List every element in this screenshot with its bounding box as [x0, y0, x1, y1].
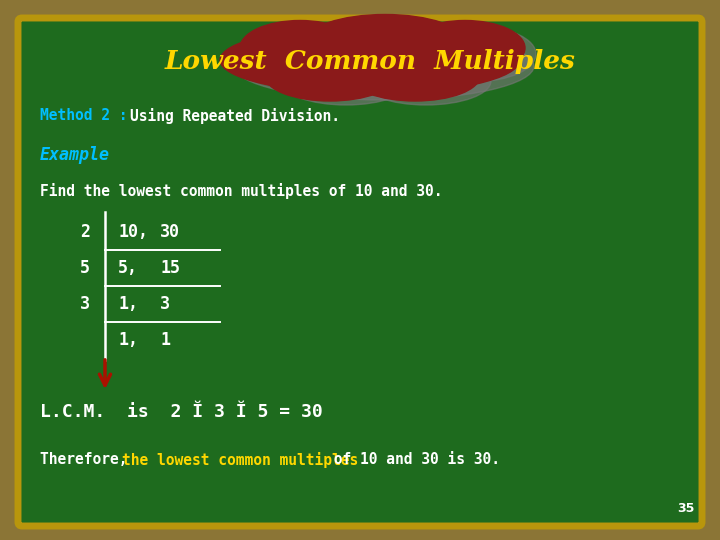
Text: Lowest  Common  Multiples: Lowest Common Multiples	[165, 49, 575, 73]
Text: 5: 5	[80, 259, 90, 277]
FancyBboxPatch shape	[18, 18, 702, 526]
Text: Using Repeated Division.: Using Repeated Division.	[130, 108, 340, 124]
Ellipse shape	[361, 57, 491, 105]
Text: of 10 and 30 is 30.: of 10 and 30 is 30.	[325, 453, 500, 468]
Ellipse shape	[350, 51, 480, 101]
Text: the lowest common multiples: the lowest common multiples	[122, 452, 359, 468]
Ellipse shape	[400, 39, 500, 84]
Ellipse shape	[416, 26, 536, 82]
Text: 3: 3	[160, 295, 170, 313]
Text: 35: 35	[678, 502, 695, 515]
Text: Method 2 :: Method 2 :	[40, 109, 136, 124]
Ellipse shape	[220, 26, 520, 94]
Ellipse shape	[240, 21, 360, 76]
Ellipse shape	[281, 57, 411, 105]
Text: 1: 1	[160, 331, 170, 349]
Ellipse shape	[234, 32, 534, 100]
Text: 5,: 5,	[118, 259, 138, 277]
Text: Example: Example	[40, 146, 110, 164]
Text: 1,: 1,	[118, 331, 138, 349]
Text: 15: 15	[160, 259, 180, 277]
Ellipse shape	[305, 39, 405, 84]
Ellipse shape	[316, 21, 476, 76]
Text: Find the lowest common multiples of 10 and 30.: Find the lowest common multiples of 10 a…	[40, 183, 443, 199]
Ellipse shape	[405, 21, 525, 76]
Text: 3: 3	[80, 295, 90, 313]
Ellipse shape	[305, 15, 465, 70]
Ellipse shape	[256, 26, 376, 82]
Ellipse shape	[265, 51, 395, 101]
Text: 30: 30	[160, 223, 180, 241]
Text: 2: 2	[80, 223, 90, 241]
Text: 10,: 10,	[118, 223, 148, 241]
Text: 1,: 1,	[118, 295, 138, 313]
Text: Therefore,: Therefore,	[40, 453, 136, 468]
Text: L.C.M.  is  2 Ĭ 3 Ĭ 5 = 30: L.C.M. is 2 Ĭ 3 Ĭ 5 = 30	[40, 403, 323, 421]
